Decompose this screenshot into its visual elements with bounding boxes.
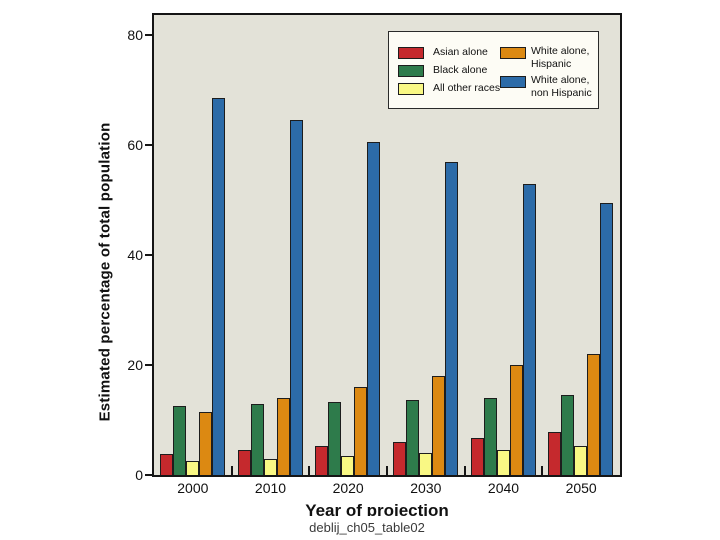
bar-2010-white-alone-hispanic — [276, 398, 290, 475]
bar-2040-white-alone-non-hispanic — [522, 183, 536, 475]
bar-2030-white-alone-hispanic — [432, 376, 445, 475]
y-tick-mark — [145, 364, 152, 366]
y-tick-mark — [145, 474, 152, 476]
bar-2020-white-alone-non-hispanic — [367, 142, 381, 475]
bar-2050-white-alone-non-hispanic — [600, 202, 614, 475]
bar-2030-asian-alone — [393, 442, 406, 475]
y-tick-label: 20 — [127, 357, 143, 373]
y-tick-label: 0 — [135, 467, 143, 483]
legend-label: White alone, Hispanic — [531, 45, 590, 70]
bar-2040-all-other-races — [496, 450, 510, 475]
x-axis-group-tick — [463, 466, 466, 475]
y-tick-label: 40 — [127, 247, 143, 263]
legend-swatch-white-alone-non-hispanic — [500, 76, 526, 88]
legend-label: White alone, non Hispanic — [531, 74, 592, 99]
legend-swatch-black-alone — [398, 65, 424, 77]
y-tick-mark — [145, 34, 152, 36]
y-tick-mark — [145, 254, 152, 256]
legend-label: Asian alone — [433, 46, 488, 58]
y-tick-label: 80 — [127, 27, 143, 43]
bar-2010-white-alone-non-hispanic — [289, 120, 303, 475]
y-tick-label: 60 — [127, 137, 143, 153]
bar-2040-asian-alone — [470, 437, 484, 475]
x-tick-label: 2020 — [332, 480, 364, 496]
bar-2040-black-alone — [483, 398, 497, 475]
bar-2020-asian-alone — [315, 446, 329, 475]
bar-2050-black-alone — [561, 395, 575, 475]
x-tick-label: 2030 — [410, 480, 442, 496]
bar-2030-white-alone-non-hispanic — [445, 161, 458, 475]
x-tick-label: 2010 — [254, 480, 287, 496]
bar-2020-white-alone-hispanic — [354, 387, 368, 475]
bar-2000-asian-alone — [160, 454, 173, 475]
x-axis-group-tick — [541, 466, 544, 475]
bar-2050-all-other-races — [574, 446, 588, 475]
bar-2020-all-other-races — [341, 456, 355, 475]
bar-2040-white-alone-hispanic — [509, 365, 523, 475]
x-axis-title: Year of projection — [305, 501, 449, 516]
bar-2030-all-other-races — [419, 453, 432, 475]
bar-2010-all-other-races — [263, 458, 277, 475]
bar-2000-white-alone-non-hispanic — [212, 98, 225, 475]
x-tick-label: 2000 — [177, 480, 209, 496]
x-tick-label: 2050 — [565, 480, 597, 496]
x-axis-title-wrap: Year of projection — [262, 501, 492, 516]
bar-2050-asian-alone — [548, 432, 562, 475]
legend-swatch-all-other-races — [398, 83, 424, 95]
x-axis-group-tick — [386, 466, 388, 475]
bar-2020-black-alone — [328, 402, 342, 475]
y-axis-title: Estimated percentage of total population — [96, 122, 114, 422]
bar-2010-black-alone — [250, 403, 264, 475]
bar-2000-white-alone-hispanic — [199, 411, 212, 475]
y-tick-mark — [145, 144, 152, 146]
x-tick-label: 2040 — [487, 480, 520, 496]
legend-label: All other races — [433, 82, 501, 94]
bar-2000-all-other-races — [186, 461, 199, 475]
bar-2030-black-alone — [406, 400, 419, 475]
bar-2000-black-alone — [173, 406, 186, 475]
plot-area: Asian alone Black alone All other races Whi… — [152, 13, 622, 477]
legend-label: Black alone — [433, 64, 488, 76]
bar-2050-white-alone-hispanic — [587, 354, 601, 475]
legend-swatch-white-alone-hispanic — [500, 47, 526, 59]
legend-swatch-asian-alone — [398, 47, 424, 59]
figure-caption: deblij_ch05_table02 — [309, 520, 425, 535]
legend: Asian alone Black alone All other races Whi… — [388, 31, 599, 109]
bar-2010-asian-alone — [237, 450, 251, 475]
x-axis-group-tick — [230, 466, 233, 475]
x-axis-group-tick — [308, 466, 311, 475]
